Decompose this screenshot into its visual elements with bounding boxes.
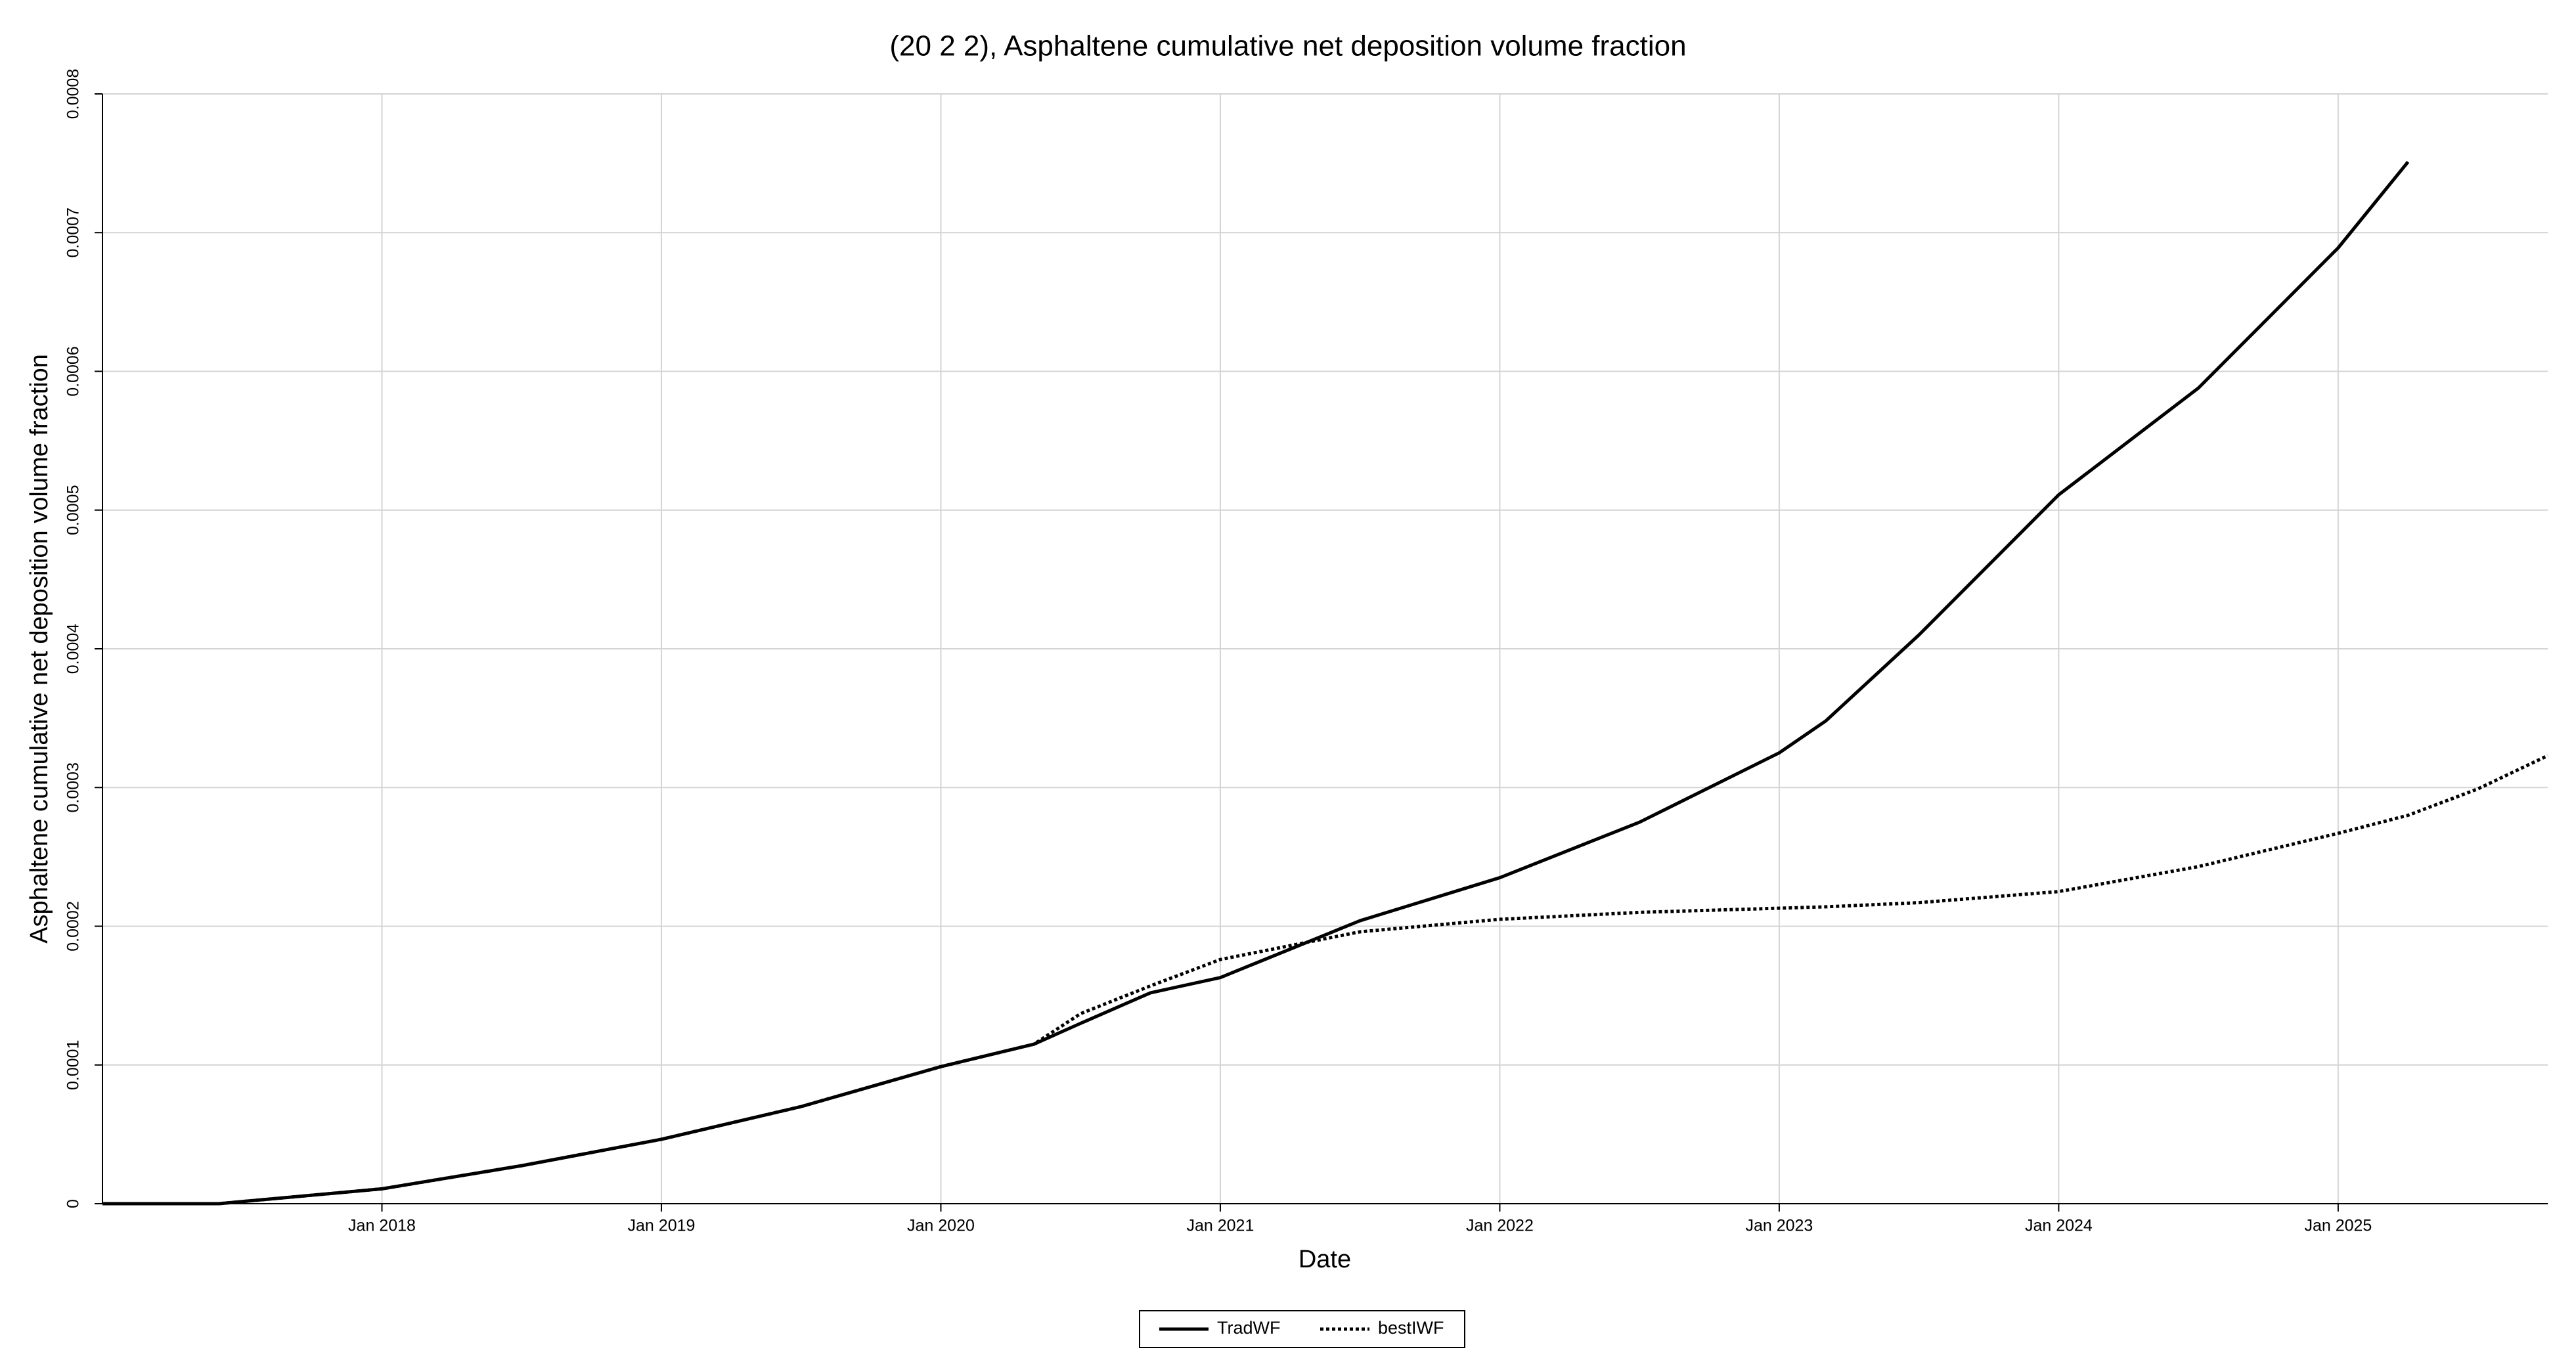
chart-title: (20 2 2), Asphaltene cumulative net depo… bbox=[889, 30, 1686, 62]
x-tick-label: Jan 2018 bbox=[348, 1217, 416, 1235]
x-tick-label: Jan 2024 bbox=[2025, 1217, 2093, 1235]
x-tick-label: Jan 2019 bbox=[628, 1217, 696, 1235]
x-tick-label: Jan 2021 bbox=[1187, 1217, 1255, 1235]
y-tick-label: 0.0005 bbox=[64, 485, 83, 535]
y-tick-label: 0.0002 bbox=[64, 901, 83, 951]
legend-label: bestIWF bbox=[1378, 1318, 1444, 1338]
y-tick-label: 0.0003 bbox=[64, 762, 83, 812]
y-tick-label: 0 bbox=[64, 1199, 83, 1208]
y-axis-label: Asphaltene cumulative net deposition vol… bbox=[26, 354, 53, 944]
x-tick-label: Jan 2022 bbox=[1466, 1217, 1534, 1235]
x-tick-label: Jan 2023 bbox=[1745, 1217, 1813, 1235]
x-tick-label: Jan 2020 bbox=[907, 1217, 975, 1235]
legend-label: TradWF bbox=[1217, 1318, 1281, 1338]
y-tick-label: 0.0001 bbox=[64, 1040, 83, 1090]
x-tick-label: Jan 2025 bbox=[2304, 1217, 2372, 1235]
y-tick-label: 0.0007 bbox=[64, 208, 83, 257]
x-axis-label: Date bbox=[1299, 1246, 1351, 1273]
y-tick-label: 0.0008 bbox=[64, 69, 83, 119]
y-tick-label: 0.0006 bbox=[64, 346, 83, 396]
y-tick-label: 0.0004 bbox=[64, 624, 83, 674]
series-line bbox=[102, 754, 2549, 1206]
